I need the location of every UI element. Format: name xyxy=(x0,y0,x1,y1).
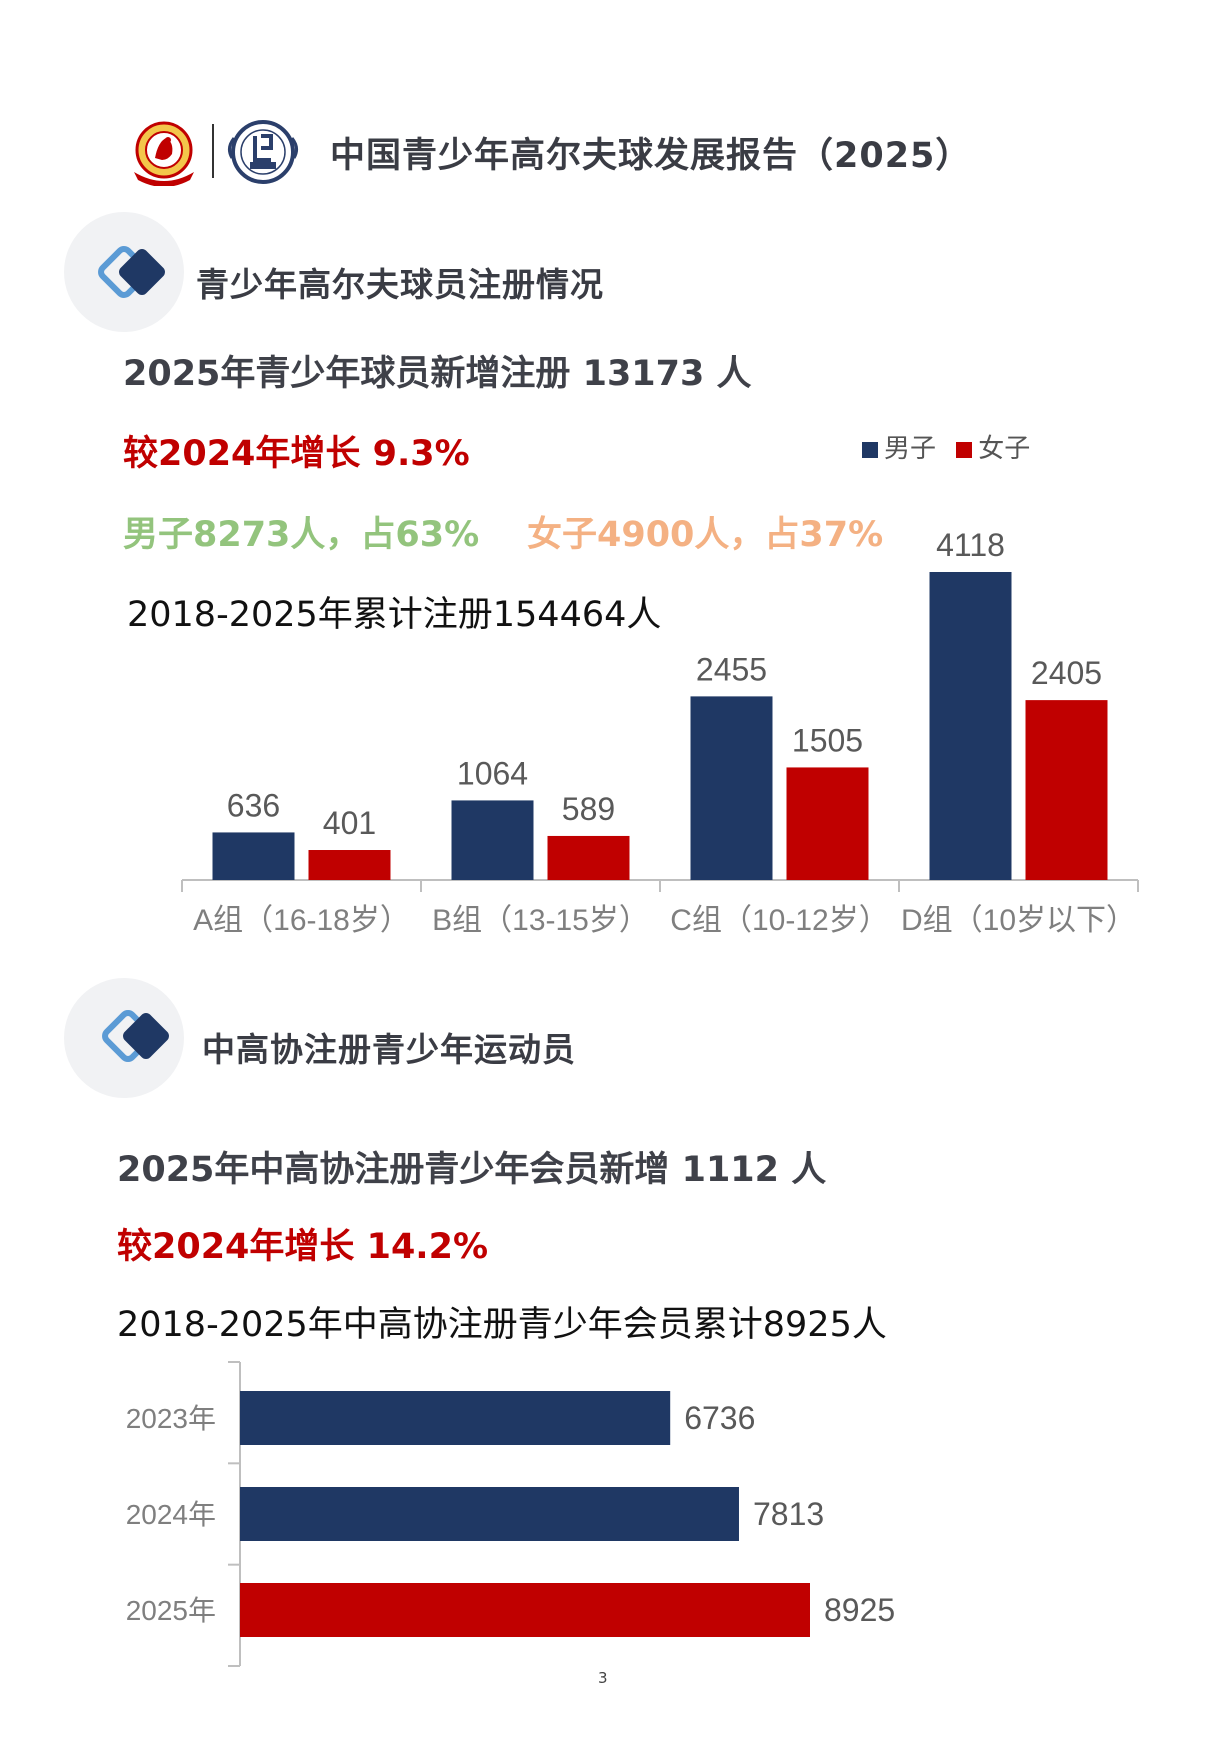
bar-value-label: 8925 xyxy=(824,1592,895,1628)
x-tick-label: C组（10-12岁） xyxy=(670,904,888,937)
association-emblem-logo xyxy=(134,121,194,186)
bar-female xyxy=(786,767,869,880)
bar-2023年 xyxy=(240,1391,671,1445)
cumulative-registrations-text: 2018-2025年累计注册154464人 xyxy=(127,595,662,635)
legend-swatch-male xyxy=(862,441,878,458)
bar-value-label: 4118 xyxy=(936,527,1005,563)
bar-value-label: 589 xyxy=(562,791,615,827)
female-share-text: 女子4900人，占37% xyxy=(527,515,884,555)
bar-value-label: 1064 xyxy=(457,755,528,791)
bar-2025年 xyxy=(240,1583,810,1637)
y-tick-label: 2025年 xyxy=(126,1595,216,1626)
legend-swatch-female xyxy=(956,441,973,458)
x-tick-label: A组（16-18岁） xyxy=(193,904,410,937)
bar-value-label: 636 xyxy=(227,787,280,823)
logo-divider xyxy=(212,124,214,178)
cumulative-members-text: 2018-2025年中高协注册青少年会员累计8925人 xyxy=(117,1305,887,1345)
bar-2024年 xyxy=(240,1487,739,1541)
y-tick-label: 2023年 xyxy=(126,1403,216,1434)
bar-female xyxy=(308,850,391,880)
y-tick-label: 2024年 xyxy=(126,1499,216,1530)
legend-item-female: 女子 xyxy=(956,434,1030,464)
bar-value-label: 2405 xyxy=(1031,655,1102,691)
diamond-icon xyxy=(98,246,165,298)
new-registrations-text: 2025年青少年球员新增注册 13173 人 xyxy=(123,354,752,394)
growth-text: 较2024年增长 9.3% xyxy=(123,434,470,474)
bar-value-label: 7813 xyxy=(753,1496,824,1532)
bar-value-label: 401 xyxy=(323,805,376,841)
annual-members-chart: 6736 2023年 7813 2024年 8925 2025年 xyxy=(126,1361,895,1667)
legend-label-female: 女子 xyxy=(978,434,1031,464)
diamond-icon xyxy=(102,1010,169,1062)
legend-item-male: 男子 xyxy=(862,434,936,464)
bar-male xyxy=(929,572,1012,880)
bar-male xyxy=(690,696,773,880)
new-members-text: 2025年中高协注册青少年会员新增 1112 人 xyxy=(117,1150,827,1190)
bar-value-label: 1505 xyxy=(792,722,863,758)
x-tick-label: B组（13-15岁） xyxy=(432,904,649,937)
section-title-association-members: 中高协注册青少年运动员 xyxy=(202,1030,576,1069)
chart-legend: 男子 女子 xyxy=(862,428,1042,465)
document-title: 中国青少年高尔夫球发展报告（2025） xyxy=(330,136,972,176)
member-growth-text: 较2024年增长 14.2% xyxy=(117,1227,489,1267)
bar-female xyxy=(1025,700,1108,880)
federation-seal-logo xyxy=(227,120,299,184)
x-tick-label: D组（10岁以下） xyxy=(901,904,1136,937)
male-share-text: 男子8273人，占63% xyxy=(123,515,480,555)
bar-male xyxy=(451,800,534,880)
bar-female xyxy=(547,835,630,880)
legend-label-male: 男子 xyxy=(884,434,937,464)
bar-value-label: 2455 xyxy=(696,651,767,687)
section-title-player-registration: 青少年高尔夫球员注册情况 xyxy=(196,265,604,304)
bar-value-label: 6736 xyxy=(684,1400,755,1436)
age-group-registration-chart: 636 401 A组（16-18岁） 1064 589 B组（13-15岁） 2455 150… xyxy=(181,527,1139,937)
bar-male xyxy=(212,832,295,880)
page-number: 3 xyxy=(598,1669,608,1687)
